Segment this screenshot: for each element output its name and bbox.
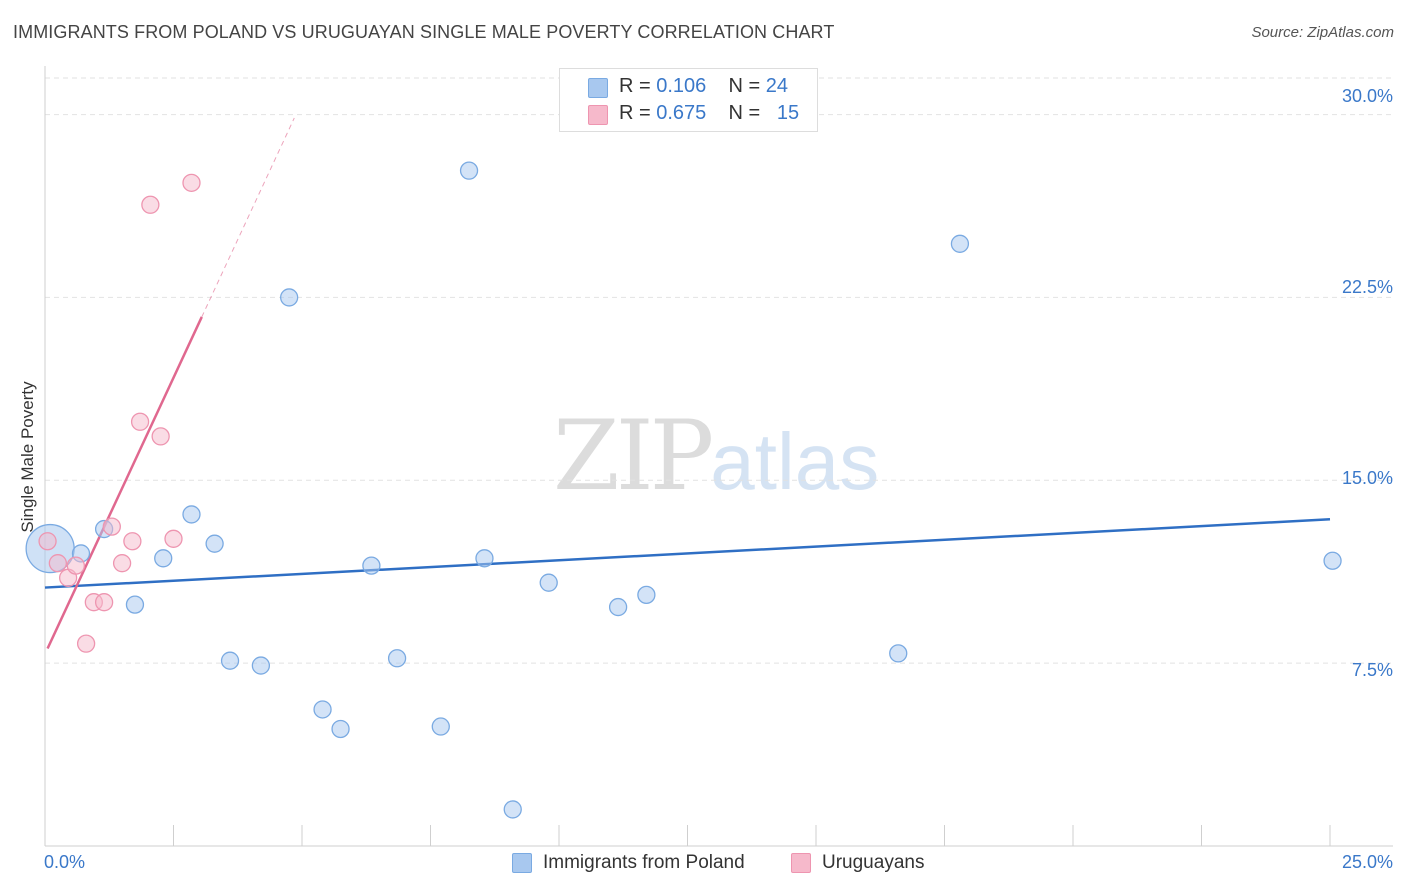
legend-text: R = 0.106 N = 24 — [619, 75, 789, 97]
point-poland — [154, 549, 173, 568]
n-value: 15 — [776, 102, 800, 124]
point-poland — [950, 234, 970, 253]
point-poland — [279, 288, 299, 307]
legend-text: R = 0.675 N = 15 — [619, 102, 800, 124]
point-poland — [387, 649, 407, 668]
point-uruguayans — [182, 173, 201, 192]
point-uruguayans — [164, 529, 183, 548]
chart-title: IMMIGRANTS FROM POLAND VS URUGUAYAN SING… — [13, 22, 835, 42]
point-poland — [889, 644, 908, 663]
y-tick-label: 22.5% — [1341, 277, 1393, 297]
point-poland — [251, 656, 271, 675]
point-poland — [125, 595, 145, 614]
point-uruguayans — [38, 532, 57, 551]
point-uruguayans — [102, 517, 121, 536]
point-poland — [182, 505, 201, 524]
point-uruguayans — [130, 412, 150, 431]
point-poland — [503, 800, 522, 819]
point-uruguayans — [151, 427, 170, 446]
n-value: 24 — [765, 75, 789, 97]
r-value: 0.106 — [656, 75, 707, 97]
legend-label: Immigrants from Poland — [543, 852, 745, 873]
point-poland — [608, 597, 628, 617]
r-value: 0.675 — [656, 102, 707, 124]
point-poland — [331, 719, 350, 739]
trend-line — [44, 518, 1331, 589]
legend-swatch-uruguayans — [588, 105, 608, 125]
point-uruguayans — [76, 634, 96, 653]
data-points — [25, 161, 1342, 819]
trend-lines — [44, 117, 1331, 650]
correlation-legend: R = 0.106 N = 24 R = 0.675 N = 15 — [559, 68, 818, 132]
legend-label: Uruguayans — [822, 852, 925, 873]
y-tick-label: 15.0% — [1341, 468, 1393, 488]
trend-line — [46, 316, 203, 650]
point-uruguayans — [141, 195, 160, 214]
legend-swatch-uruguayans — [791, 853, 811, 873]
point-poland — [459, 161, 479, 180]
point-poland — [1323, 551, 1342, 570]
point-poland — [431, 717, 450, 736]
y-axis-label: Single Male Poverty — [18, 381, 37, 533]
point-uruguayans — [112, 554, 132, 573]
point-poland — [220, 651, 240, 670]
point-poland — [539, 573, 558, 592]
point-uruguayans — [123, 532, 142, 551]
point-poland — [475, 549, 494, 568]
trend-line-extension — [201, 117, 295, 318]
legend-swatch-poland — [588, 78, 608, 98]
point-uruguayans — [48, 554, 67, 573]
point-poland — [637, 585, 656, 605]
gridlines — [45, 77, 1393, 664]
y-tick-label: 30.0% — [1341, 86, 1393, 106]
x-tick-label-max: 25.0% — [1341, 852, 1393, 872]
legend-swatch-poland — [512, 853, 532, 873]
point-poland — [313, 700, 332, 719]
point-poland — [205, 534, 224, 553]
y-tick-label: 7.5% — [1351, 660, 1393, 680]
point-uruguayans — [94, 593, 114, 612]
source-label: Source: ZipAtlas.com — [1251, 24, 1394, 41]
point-poland — [362, 556, 381, 575]
x-tick-label-min: 0.0% — [44, 852, 86, 872]
axes — [44, 66, 1393, 847]
point-uruguayans — [66, 556, 85, 575]
